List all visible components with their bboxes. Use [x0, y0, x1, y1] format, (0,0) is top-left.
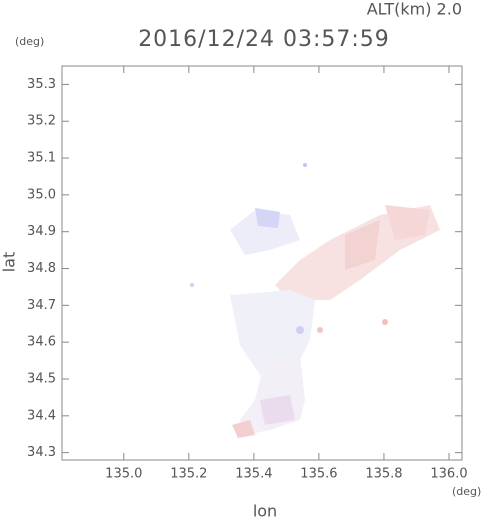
- x-tick-label: 135.2: [170, 467, 207, 482]
- y-tick-label: 34.4: [27, 408, 56, 423]
- echo-field: [190, 163, 440, 438]
- y-tick-label: 34.5: [27, 371, 56, 386]
- x-tick-label: 135.8: [365, 467, 402, 482]
- y-tick-label: 34.9: [27, 224, 56, 239]
- x-tick-label: 135.0: [105, 467, 142, 482]
- y-axis-label: lat: [0, 252, 19, 273]
- y-tick-label: 34.6: [27, 335, 56, 350]
- y-tick-label: 35.1: [27, 151, 56, 166]
- x-tick-label: 136.0: [430, 467, 467, 482]
- y-tick-label: 34.8: [27, 261, 56, 276]
- y-tick-label: 35.3: [27, 77, 56, 92]
- y-tick-label: 35.0: [27, 187, 56, 202]
- chart-title: 2016/12/24 03:57:59: [138, 27, 390, 52]
- x-tick-label: 135.4: [235, 467, 272, 482]
- x-unit: (deg): [452, 485, 481, 498]
- plot-frame: [61, 65, 463, 461]
- y-unit: (deg): [15, 35, 44, 48]
- y-tick-label: 34.7: [27, 298, 56, 313]
- y-tick-label: 34.3: [27, 445, 56, 460]
- altitude: ALT(km) 2.0: [367, 0, 462, 19]
- y-tick-label: 35.2: [27, 114, 56, 129]
- x-axis-label: lon: [253, 502, 277, 521]
- x-tick-label: 135.6: [300, 467, 337, 482]
